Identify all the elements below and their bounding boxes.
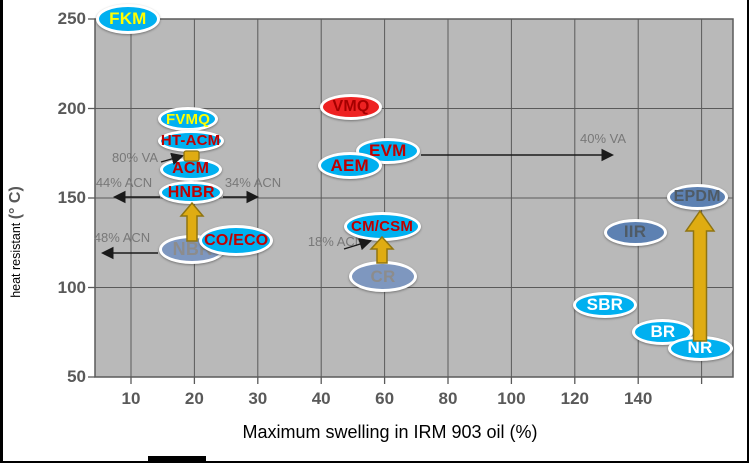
bubble-cm-csm: CM/CSM	[343, 212, 421, 242]
y-tick-label: 250	[57, 9, 86, 28]
y-axis-unit: (° C)	[7, 186, 24, 220]
bubble-hnbr: HNBR	[159, 181, 224, 205]
annotation-label: 44% ACN	[95, 175, 153, 190]
x-axis-title: Maximum swelling in IRM 903 oil (%)	[242, 422, 538, 442]
x-tick-label: 80	[438, 389, 458, 408]
annotation-label: 80% VA	[111, 150, 158, 165]
y-tick-label: 150	[57, 188, 86, 207]
x-tick-label: 30	[248, 389, 268, 408]
frame-border-bottom	[0, 461, 749, 463]
y-axis-title: heat resistant (° C)	[7, 92, 25, 392]
frame-border-right	[747, 0, 749, 463]
bubble-ht-acm: HT-ACM	[157, 129, 224, 152]
x-tick-label: 120	[560, 389, 589, 408]
bubble-nr: NR	[667, 335, 733, 361]
annotation-label: 34% ACN	[224, 175, 282, 190]
bubble-sbr: SBR	[572, 292, 637, 319]
y-tick-label: 200	[57, 98, 86, 118]
x-tick-label: 40	[311, 389, 331, 408]
x-tick-label: 140	[624, 389, 653, 408]
y-tick-label: 50	[67, 367, 86, 386]
bubble-cr: CR	[349, 261, 417, 293]
bubble-vmq: VMQ	[319, 93, 382, 120]
y-axis-title-text: heat resistant	[9, 222, 23, 298]
bubble-aem: AEM	[317, 152, 382, 180]
bubble-iir: IIR	[603, 218, 667, 246]
frame-border-bottom-thick	[148, 456, 206, 463]
annotation-label: 48% ACN	[93, 230, 151, 245]
frame-border-left	[0, 0, 3, 463]
x-tick-label: 100	[497, 389, 526, 408]
x-tick-label: 10	[121, 389, 141, 408]
bubble-fvmq: FVMQ	[158, 107, 219, 132]
annotation-label: 40% VA	[579, 131, 626, 146]
bubble-epdm: EPDM	[666, 184, 728, 211]
x-tick-label: 20	[184, 389, 204, 408]
bubble-acm: ACM	[159, 157, 222, 181]
bubble-fkm: FKM	[95, 4, 160, 34]
y-tick-label: 100	[57, 277, 86, 297]
x-tick-label: 60	[375, 389, 395, 408]
